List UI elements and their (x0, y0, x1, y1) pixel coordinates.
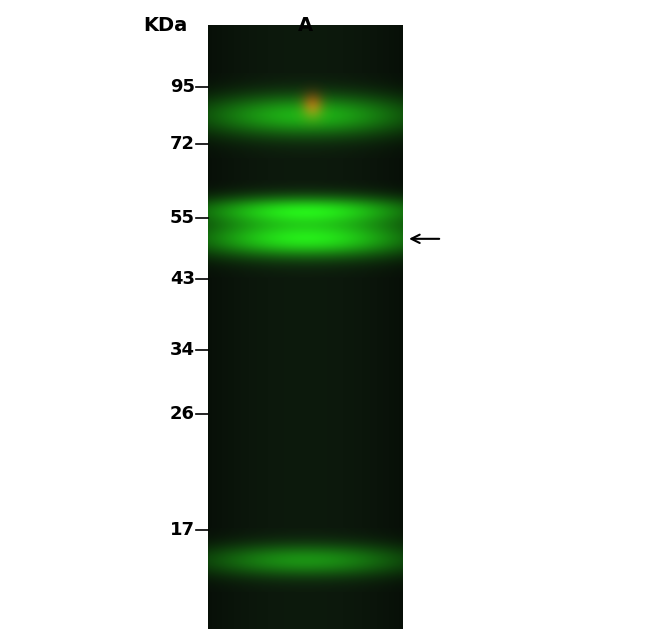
Text: KDa: KDa (144, 16, 188, 35)
Bar (208, 26, 221, 629)
Text: 72: 72 (170, 135, 195, 153)
Text: 34: 34 (170, 341, 195, 359)
Bar (390, 26, 403, 629)
FancyBboxPatch shape (208, 26, 403, 629)
Text: 17: 17 (170, 521, 195, 539)
Text: 43: 43 (170, 270, 195, 288)
Text: 55: 55 (170, 209, 195, 227)
Text: A: A (298, 16, 313, 35)
Text: 95: 95 (170, 78, 195, 96)
Text: 26: 26 (170, 405, 195, 423)
